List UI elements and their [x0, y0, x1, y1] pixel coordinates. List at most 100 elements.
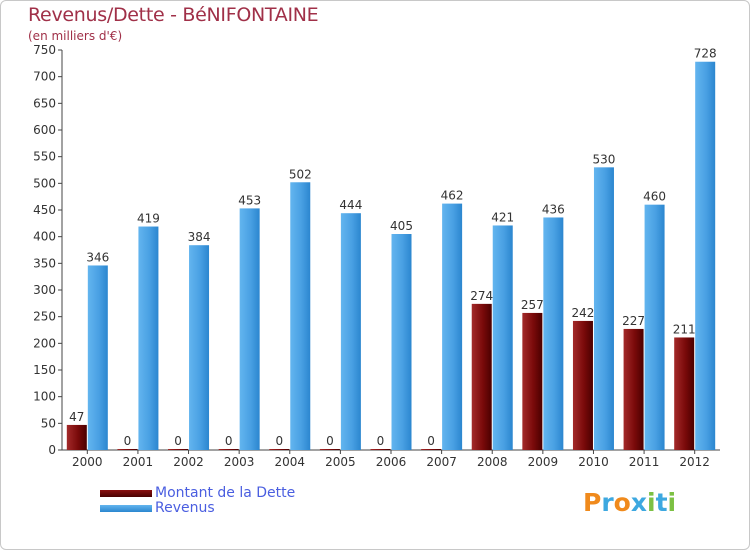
legend-swatch-dette	[100, 490, 152, 497]
data-label-revenus: 346	[86, 250, 109, 264]
bar-dette	[66, 424, 87, 450]
bar-revenus	[442, 203, 463, 450]
y-tick-label: 150	[33, 363, 56, 377]
data-label-revenus: 462	[441, 189, 464, 203]
bar-dette	[674, 337, 695, 450]
logo-letter: r	[601, 488, 614, 517]
x-tick-label: 2006	[376, 455, 407, 469]
x-tick-label: 2002	[173, 455, 204, 469]
y-tick-label: 350	[33, 256, 56, 270]
data-label-dette: 0	[427, 434, 435, 448]
logo-letter: x	[630, 488, 647, 517]
x-axis: 2000 2001 2002 2003 2004 2005 2006 2007 2008 2009…	[62, 449, 720, 469]
chart-title: Revenus/Dette - BéNIFONTAINE	[28, 4, 319, 26]
bar-dette	[319, 449, 340, 450]
y-tick-label: 450	[33, 203, 56, 217]
bar-revenus	[644, 204, 665, 450]
x-tick-label: 2007	[426, 455, 457, 469]
x-tick-label: 2012	[679, 455, 710, 469]
logo-letter: P	[583, 488, 602, 517]
data-label-dette: 227	[622, 314, 645, 328]
bar-revenus	[189, 245, 210, 450]
data-label-revenus: 728	[694, 47, 717, 61]
data-label-dette: 242	[572, 306, 595, 320]
y-tick-label: 250	[33, 310, 56, 324]
data-label-revenus: 421	[491, 210, 514, 224]
data-label-revenus: 502	[289, 167, 312, 181]
y-tick-label: 700	[33, 70, 56, 84]
logo-letter: t	[655, 488, 668, 517]
bars	[66, 61, 716, 451]
data-label-dette: 0	[326, 434, 334, 448]
data-label-revenus: 453	[238, 193, 261, 207]
y-tick-label: 550	[33, 150, 56, 164]
bar-dette	[168, 449, 189, 450]
data-label-dette: 0	[124, 434, 132, 448]
data-label-revenus: 384	[188, 230, 211, 244]
logo-letter: i	[667, 488, 677, 517]
y-tick-label: 300	[33, 283, 56, 297]
bar-revenus	[239, 208, 260, 450]
legend-swatch-revenus	[100, 505, 152, 512]
bar-dette	[117, 449, 138, 450]
data-label-revenus: 436	[542, 202, 565, 216]
bar-revenus	[492, 225, 513, 450]
bar-revenus	[593, 167, 614, 451]
bar-dette	[623, 328, 644, 450]
logo-letter: o	[613, 488, 631, 517]
proxiti-logo: Proxiti	[583, 488, 676, 517]
bar-revenus	[391, 234, 412, 450]
legend-label-revenus: Revenus	[155, 500, 215, 516]
data-label-dette: 0	[275, 434, 283, 448]
bar-revenus	[290, 182, 311, 450]
y-tick-label: 650	[33, 96, 56, 110]
x-tick-label: 2000	[72, 455, 103, 469]
legend-label-dette: Montant de la Dette	[155, 485, 296, 501]
data-label-revenus: 405	[390, 219, 413, 233]
y-axis: 0 50 100 150 200 250 300 350 400 450 500 550 600 650 7…	[33, 43, 63, 457]
y-tick-label: 50	[41, 416, 56, 430]
data-label-dette: 0	[174, 434, 182, 448]
data-label-dette: 211	[673, 322, 696, 336]
logo-letter: i	[647, 488, 656, 517]
y-tick-label: 600	[33, 123, 56, 137]
data-label-revenus: 460	[643, 190, 666, 204]
y-tick-label: 200	[33, 336, 56, 350]
bar-dette	[522, 312, 543, 450]
bar-dette	[421, 449, 442, 450]
bar-dette	[370, 449, 391, 450]
x-tick-label: 2005	[325, 455, 356, 469]
data-label-dette: 0	[225, 434, 233, 448]
chart-subtitle: (en milliers d'€)	[28, 29, 123, 43]
bar-dette	[218, 449, 239, 450]
y-tick-label: 500	[33, 176, 56, 190]
x-tick-label: 2004	[274, 455, 305, 469]
bar-dette	[471, 303, 492, 450]
data-label-dette: 257	[521, 298, 544, 312]
y-tick-label: 750	[33, 43, 56, 57]
data-label-revenus: 444	[339, 198, 362, 212]
y-tick-label: 0	[48, 443, 56, 457]
bar-revenus	[695, 61, 716, 450]
bar-dette	[572, 320, 593, 450]
x-tick-label: 2010	[578, 455, 609, 469]
data-label-dette: 0	[377, 434, 385, 448]
data-labels: 47 346 0 419 0 384 0 453 0 502 0 444 0 405 0 462 274 421 2…	[69, 47, 716, 448]
bar-revenus	[138, 226, 159, 450]
y-tick-label: 100	[33, 390, 56, 404]
bar-revenus	[340, 213, 361, 450]
data-label-dette: 274	[470, 289, 493, 303]
x-tick-label: 2003	[224, 455, 255, 469]
y-tick-label: 400	[33, 230, 56, 244]
data-label-revenus: 419	[137, 212, 160, 226]
data-label-revenus: 530	[593, 152, 616, 166]
bar-revenus	[87, 265, 108, 450]
bar-dette	[269, 449, 290, 450]
x-tick-label: 2008	[477, 455, 508, 469]
x-tick-label: 2001	[123, 455, 154, 469]
x-tick-label: 2009	[528, 455, 559, 469]
bar-revenus	[543, 217, 564, 450]
data-label-dette: 47	[69, 410, 84, 424]
